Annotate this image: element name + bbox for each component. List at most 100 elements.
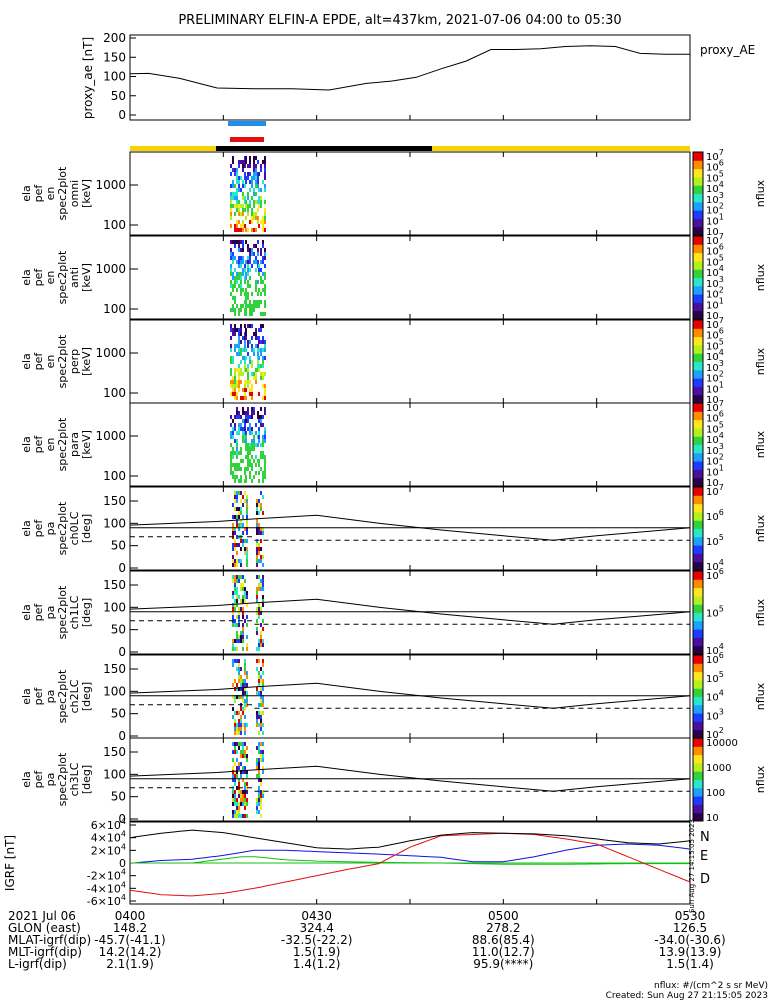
spectrogram-cell: [246, 695, 248, 699]
spectrogram-cell: [253, 332, 255, 336]
spectrogram-cell: [236, 731, 238, 735]
y-axis-label: [deg]: [80, 765, 93, 794]
spectrogram-cell: [232, 543, 234, 547]
ephem-value: 148.2: [113, 921, 147, 935]
spectrogram-cell: [230, 380, 232, 384]
spectrogram-cell: [253, 156, 255, 160]
spectrogram-cell: [257, 360, 259, 364]
spectrogram-cell: [246, 723, 248, 727]
spectrogram-cell: [258, 272, 260, 276]
spectrogram-cell: [256, 539, 258, 543]
spectrogram-cell: [244, 172, 246, 176]
spectrogram-cell: [255, 164, 257, 168]
spectrogram-cell: [258, 304, 260, 308]
spectrogram-cell: [232, 515, 234, 519]
spectrogram-cell: [258, 364, 260, 368]
spectrogram-cell: [234, 790, 236, 794]
superscript: 4: [719, 431, 724, 440]
spectrogram-cell: [236, 447, 238, 451]
spectrogram-cell: [236, 559, 238, 563]
spectrogram-cell: [258, 770, 260, 774]
spectrogram-cell: [236, 711, 238, 715]
spectrogram-cell: [238, 679, 240, 683]
spectrogram-cell: [234, 384, 236, 388]
spectrogram-cell: [251, 208, 253, 212]
spectrogram-cell: [242, 288, 244, 292]
y-axis-label: spec2plot: [56, 669, 69, 723]
spectrogram-cell: [232, 427, 234, 431]
spectrogram-cell: [247, 407, 249, 411]
spectrogram-cell: [240, 360, 242, 364]
colorbar-segment: [693, 729, 703, 739]
spectrogram-cell: [238, 802, 240, 806]
colorbar-frame: [692, 486, 704, 571]
spectrogram-cell: [262, 770, 264, 774]
spectrogram-cell: [247, 164, 249, 168]
spectrogram-cell: [244, 164, 246, 168]
spectrogram-cell: [247, 384, 249, 388]
spectrogram-cell: [236, 491, 238, 495]
y-tick-label: 100: [103, 218, 126, 232]
spectrogram-cell: [242, 407, 244, 411]
spectrogram-cell: [253, 411, 255, 415]
spectrogram-cell: [234, 324, 236, 328]
spectrogram-cell: [234, 312, 236, 316]
spectrogram-cell: [258, 547, 260, 551]
spectrogram-cell: [251, 292, 253, 296]
spectrogram-cell: [253, 376, 255, 380]
spectrogram-cell: [260, 790, 262, 794]
spectrogram-cell: [238, 806, 240, 810]
spectrogram-cell: [247, 344, 249, 348]
spectrogram-cell: [238, 244, 240, 248]
spectrogram-cell: [264, 304, 266, 308]
spectrogram-cell: [242, 208, 244, 212]
spectrogram-cell: [247, 264, 249, 268]
colorbar-label: nflux: [754, 598, 767, 626]
spectrogram-cell: [260, 687, 262, 691]
spectrogram-cell: [232, 276, 234, 280]
spectrogram-cell: [238, 814, 240, 818]
spectrogram-cell: [236, 196, 238, 200]
spectrogram-cell: [242, 778, 244, 782]
spectrogram-cell: [230, 192, 232, 196]
spectrogram-cell: [258, 479, 260, 483]
spectrogram-cell: [240, 304, 242, 308]
spectrogram-cell: [244, 264, 246, 268]
y-axis-label: pef: [32, 268, 45, 287]
spectrogram-cell: [255, 455, 257, 459]
spectrogram-cell: [236, 519, 238, 523]
spectrogram-cell: [238, 368, 240, 372]
superscript: 5: [719, 253, 724, 262]
legend-D: D: [700, 872, 710, 887]
spectrogram-cell: [245, 180, 247, 184]
spectrogram-cell: [255, 463, 257, 467]
spectrogram-cell: [234, 368, 236, 372]
spectrogram-cell: [255, 344, 257, 348]
spectrogram-cell: [240, 754, 242, 758]
spectrogram-cell: [251, 467, 253, 471]
spectrogram-cell: [238, 248, 240, 252]
spectrogram-cell: [240, 814, 242, 818]
spectrogram-cell: [246, 798, 248, 802]
spectrogram-cell: [258, 691, 260, 695]
spectrogram-cell: [262, 627, 264, 631]
spectrogram-cell: [264, 439, 266, 443]
spectrogram-cell: [264, 392, 266, 396]
spectrogram-cell: [257, 260, 259, 264]
spectrogram-cell: [249, 156, 251, 160]
colorbar-frame: [692, 737, 704, 822]
spectrogram-cell: [256, 611, 258, 615]
spectrogram-cell: [236, 328, 238, 332]
y-tick-label: 100: [103, 767, 126, 781]
panel-frame: [129, 654, 691, 739]
spectrogram-cell: [245, 411, 247, 415]
spectrogram-cell: [238, 308, 240, 312]
spectrogram-cell: [234, 204, 236, 208]
spectrogram-cell: [230, 356, 232, 360]
spectrogram-cell: [247, 451, 249, 455]
superscript: 4: [719, 558, 724, 567]
spectrogram-cell: [242, 248, 244, 252]
superscript: 4: [719, 264, 724, 273]
spectrogram-cell: [245, 272, 247, 276]
